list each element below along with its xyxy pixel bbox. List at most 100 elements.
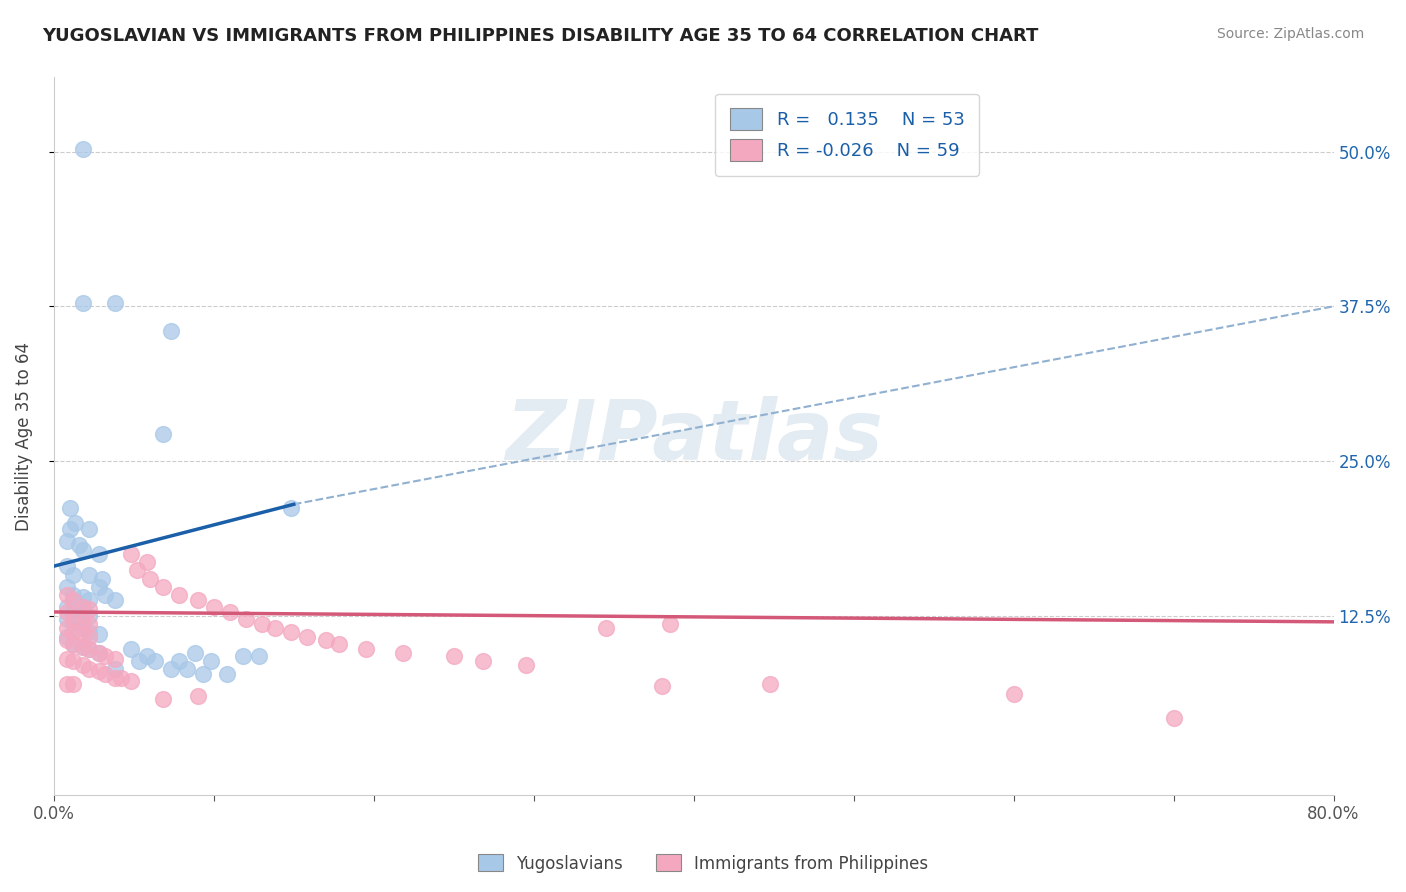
Point [90,572,112,586]
Point [152,691,174,706]
Point [62,602,84,616]
Point [77,602,100,616]
Point [651,679,673,693]
Point [59,501,82,516]
Point [215,666,238,681]
Point [55,580,77,594]
Point [250,617,273,632]
Point [59,522,82,536]
Point [62,615,84,629]
Point [72,615,94,629]
Point [55,621,77,635]
Point [595,621,617,635]
Point [62,637,84,651]
Point [200,655,222,669]
Point [62,624,84,639]
Point [128,655,150,669]
Point [104,295,127,310]
Point [1002,687,1025,701]
Point [62,592,84,607]
Point [62,676,84,690]
Point [187,689,209,703]
Point [72,658,94,673]
Point [62,567,84,582]
Point [55,630,77,644]
Point [77,642,100,657]
Point [72,599,94,614]
Point [67,538,90,552]
Point [167,588,190,602]
Point [515,658,537,673]
Point [77,522,100,536]
Point [55,599,77,614]
Point [191,666,214,681]
Point [471,655,494,669]
Point [94,588,117,602]
Point [77,592,100,607]
Point [55,605,77,619]
Point [72,543,94,558]
Point [135,649,157,664]
Point [77,617,100,632]
Point [104,652,127,666]
Point [159,324,181,338]
Point [77,662,100,676]
Point [152,426,174,441]
Point [55,633,77,648]
Point [77,624,100,639]
Point [72,640,94,654]
Text: Source: ZipAtlas.com: Source: ZipAtlas.com [1216,27,1364,41]
Point [77,567,100,582]
Legend: Yugoslavians, Immigrants from Philippines: Yugoslavians, Immigrants from Philippine… [471,847,935,880]
Point [328,637,350,651]
Point [235,612,257,626]
Point [218,605,240,619]
Point [1163,711,1185,725]
Point [55,534,77,549]
Point [159,662,181,676]
Point [104,671,127,685]
Point [202,599,225,614]
Point [295,630,318,644]
Point [87,665,110,679]
Point [72,295,94,310]
Point [55,612,77,626]
Point [315,633,337,648]
Point [183,646,205,660]
Point [87,580,110,594]
Point [187,592,209,607]
Point [120,642,142,657]
Point [391,646,413,660]
Point [354,642,377,657]
Point [62,637,84,651]
Point [120,547,142,561]
Point [87,646,110,660]
Point [72,621,94,635]
Point [125,563,148,577]
Point [87,627,110,641]
Point [443,649,465,664]
Point [77,642,100,657]
Point [87,547,110,561]
Point [759,676,782,690]
Point [94,666,117,681]
Y-axis label: Disability Age 35 to 64: Disability Age 35 to 64 [15,342,32,531]
Point [55,652,77,666]
Point [62,612,84,626]
Point [55,676,77,690]
Point [62,588,84,602]
Point [152,580,174,594]
Point [280,501,302,516]
Point [62,655,84,669]
Point [176,662,198,676]
Point [658,617,681,632]
Point [110,671,132,685]
Point [104,662,127,676]
Point [94,649,117,664]
Point [104,592,127,607]
Point [139,572,162,586]
Point [72,605,94,619]
Point [63,516,86,530]
Point [135,556,157,570]
Point [120,674,142,689]
